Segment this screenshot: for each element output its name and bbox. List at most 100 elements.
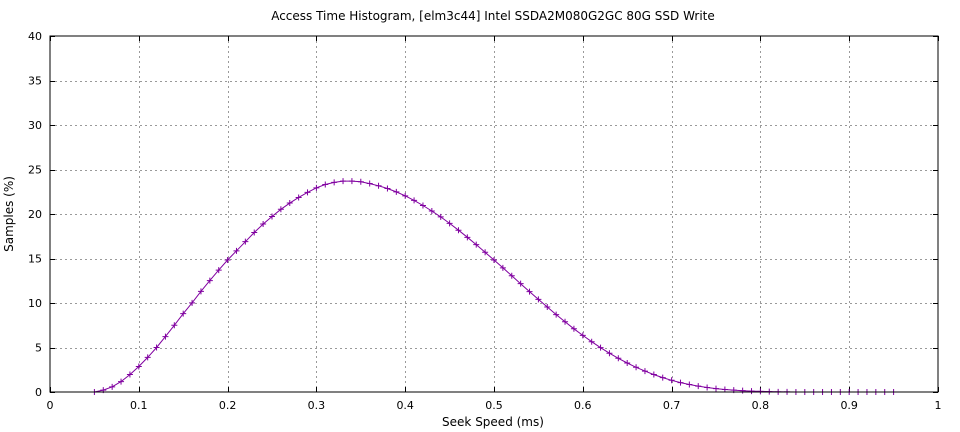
x-tick-label: 0	[47, 399, 54, 412]
y-tick-label: 35	[28, 75, 42, 88]
data-point	[215, 267, 222, 274]
tick-layer: 0 0.1 0.2 0.3 0.4 0.5 0.6 0.7 0.8 0.9 105101520253…	[28, 30, 942, 412]
x-tick-label: 0.8	[752, 399, 770, 412]
data-point	[224, 257, 231, 264]
y-tick-label: 20	[28, 208, 42, 221]
data-point	[579, 332, 586, 339]
data-point	[331, 179, 338, 186]
series-line	[94, 180, 894, 393]
x-tick-label: 0.4	[396, 399, 414, 412]
x-tick-label: 0.1	[130, 399, 148, 412]
x-tick-label: 0.5	[485, 399, 503, 412]
data-point	[739, 387, 746, 394]
data-point	[650, 371, 657, 378]
data-point	[562, 318, 569, 325]
data-point	[126, 371, 133, 378]
data-point	[668, 377, 675, 384]
data-point	[748, 388, 755, 395]
data-point	[313, 184, 320, 191]
data-point	[357, 178, 364, 185]
data-point	[517, 280, 524, 287]
data-point	[242, 238, 249, 245]
data-point	[277, 206, 284, 213]
data-point	[135, 363, 142, 370]
data-point	[544, 304, 551, 311]
data-point	[286, 200, 293, 207]
data-point	[659, 374, 666, 381]
data-point	[295, 194, 302, 201]
data-point	[570, 325, 577, 332]
data-point	[109, 383, 116, 390]
data-point	[526, 288, 533, 295]
data-point	[419, 202, 426, 209]
y-tick-label: 25	[28, 164, 42, 177]
y-tick-label: 15	[28, 253, 42, 266]
data-point	[411, 197, 418, 204]
data-point	[615, 355, 622, 362]
data-point	[260, 221, 267, 228]
data-point	[588, 338, 595, 345]
data-point	[757, 388, 764, 395]
data-point	[641, 368, 648, 375]
data-point	[393, 188, 400, 195]
y-axis-label: Samples (%)	[2, 176, 16, 252]
data-point	[677, 379, 684, 386]
data-point	[464, 234, 471, 241]
grid-layer	[50, 36, 938, 392]
x-axis-label: Seek Speed (ms)	[442, 415, 544, 429]
data-point	[508, 272, 515, 279]
data-point	[162, 333, 169, 340]
y-tick-label: 30	[28, 119, 42, 132]
data-point	[269, 213, 275, 220]
data-point	[375, 182, 382, 189]
data-point	[189, 299, 196, 306]
data-point	[633, 364, 640, 371]
data-point	[233, 247, 240, 254]
y-tick-label: 0	[35, 386, 42, 399]
data-point	[695, 383, 702, 390]
chart-title: Access Time Histogram, [elm3c44] Intel S…	[271, 9, 715, 23]
data-point	[473, 241, 480, 248]
data-point	[535, 296, 542, 303]
data-point	[304, 189, 311, 196]
x-tick-label: 0.6	[574, 399, 592, 412]
series-layer	[91, 178, 897, 395]
data-point	[366, 180, 373, 187]
data-point	[384, 185, 391, 192]
plot-frame	[49, 35, 939, 393]
y-tick-label: 10	[28, 297, 42, 310]
y-tick-label: 5	[35, 342, 42, 355]
data-point	[455, 227, 462, 234]
data-point	[180, 310, 187, 317]
data-point	[553, 311, 560, 318]
data-point	[499, 264, 506, 271]
data-point	[482, 249, 489, 256]
data-point	[118, 378, 125, 385]
data-point	[437, 213, 444, 220]
data-point	[446, 220, 453, 227]
data-point	[686, 381, 693, 388]
x-tick-label: 0.2	[219, 399, 237, 412]
data-point	[606, 350, 613, 357]
data-point	[322, 181, 329, 188]
data-point	[713, 385, 719, 392]
x-tick-label: 0.3	[308, 399, 326, 412]
data-point	[171, 322, 178, 329]
data-point	[340, 178, 347, 185]
x-tick-label: 1	[935, 399, 942, 412]
x-tick-label: 0.9	[840, 399, 858, 412]
data-point	[428, 207, 435, 214]
x-tick-label: 0.7	[663, 399, 681, 412]
data-point	[206, 277, 213, 284]
data-point	[144, 354, 151, 361]
data-point	[197, 288, 204, 295]
data-point	[251, 229, 258, 236]
data-point	[153, 344, 160, 351]
data-point	[597, 344, 604, 351]
y-tick-label: 40	[28, 30, 42, 43]
data-point	[704, 384, 711, 391]
data-point	[348, 178, 355, 185]
data-point	[491, 257, 497, 264]
